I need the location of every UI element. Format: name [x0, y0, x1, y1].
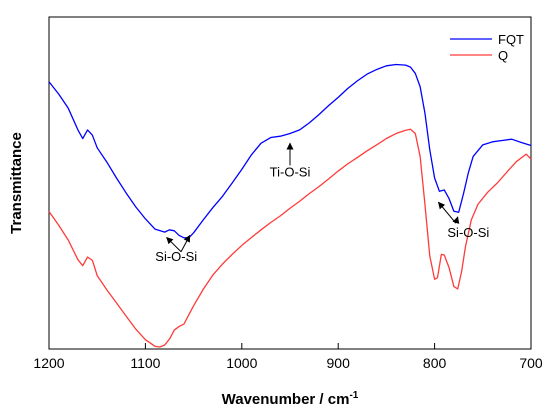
- x-tick-label: 1100: [130, 355, 160, 371]
- series-layer: [48, 63, 532, 348]
- annotation-label: Si-O-Si: [447, 225, 489, 240]
- legend: FQT Q: [450, 32, 524, 63]
- annotation-label: Si-O-Si: [155, 249, 197, 264]
- x-tick-label: 1000: [226, 355, 257, 371]
- annotation-arrow: [452, 216, 460, 224]
- x-tick-layer: 1200 1100 1000 900 800 700: [33, 343, 543, 371]
- legend-label-fqt: FQT: [498, 32, 524, 47]
- plot-area: [48, 16, 532, 350]
- x-axis-title: Wavenumber / cm-1: [222, 390, 359, 408]
- annotation-arrow: [166, 236, 182, 253]
- x-tick-label: 700: [519, 355, 543, 371]
- x-tick-label: 1200: [33, 355, 64, 371]
- x-tick-label: 900: [327, 355, 351, 371]
- annotation-layer: Ti-O-Si Si-O-Si Si-O-Si: [155, 142, 489, 264]
- y-axis-title: Transmittance: [8, 132, 25, 234]
- x-tick-label: 800: [423, 355, 447, 371]
- series-line-fqt: [48, 63, 532, 239]
- legend-label-q: Q: [498, 48, 508, 63]
- annotation-label: Ti-O-Si: [270, 164, 311, 179]
- annotation-arrow: [180, 234, 191, 252]
- series-line-q: [48, 128, 532, 348]
